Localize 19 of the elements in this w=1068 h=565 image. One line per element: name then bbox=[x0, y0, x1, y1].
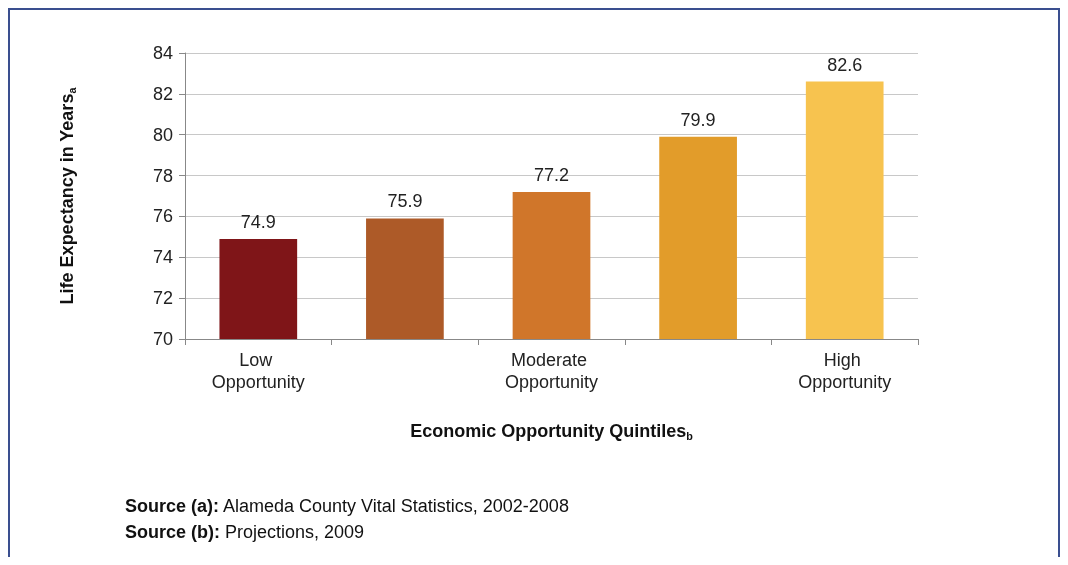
data-label: 77.2 bbox=[533, 164, 570, 185]
y-tick-label: 82 bbox=[152, 83, 173, 104]
y-tick-label: 70 bbox=[152, 329, 173, 349]
data-label: 82.6 bbox=[827, 54, 863, 75]
y-tick-label: 72 bbox=[152, 288, 173, 309]
y-tick-label: 76 bbox=[152, 206, 173, 227]
x-tick-label: Moderate Opportunity bbox=[504, 350, 599, 392]
y-axis-title: Life Expectancy in Yearsa bbox=[57, 86, 78, 305]
source-note: Source (a): Alameda County Vital Statistics, 2002-2008 bbox=[125, 496, 569, 516]
y-tick-label: 80 bbox=[152, 124, 173, 145]
data-label: 74.9 bbox=[240, 211, 276, 232]
y-tick-label: 78 bbox=[152, 165, 173, 186]
data-label: 79.9 bbox=[680, 109, 716, 130]
data-label: 75.9 bbox=[387, 191, 423, 212]
x-tick-label: High Opportunity bbox=[798, 350, 892, 392]
source-note: Source (b): Projections, 2009 bbox=[125, 522, 365, 542]
x-tick-label: Low Opportunity bbox=[211, 350, 305, 392]
y-tick-label: 74 bbox=[152, 247, 173, 268]
y-tick-label: 84 bbox=[152, 43, 173, 63]
